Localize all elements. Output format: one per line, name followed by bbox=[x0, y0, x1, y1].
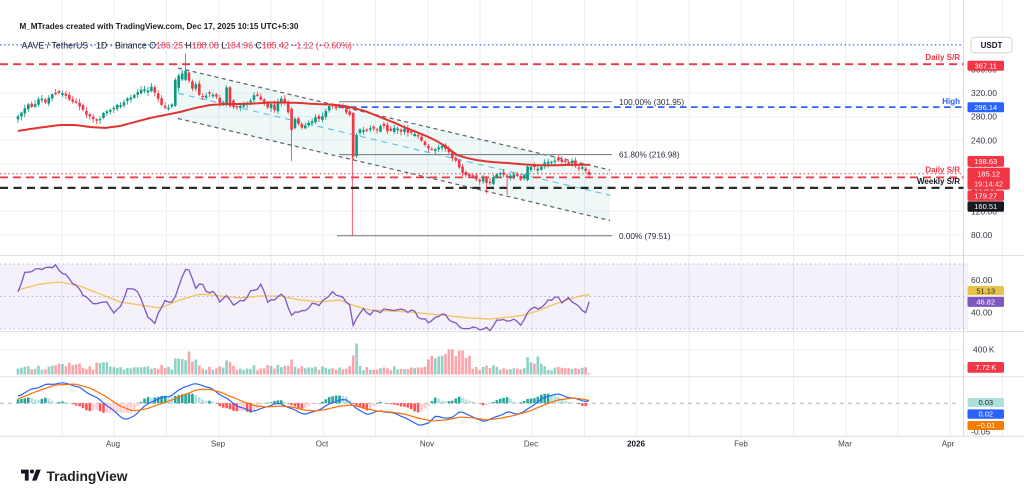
svg-text:296.14: 296.14 bbox=[974, 103, 997, 112]
svg-text:Mar: Mar bbox=[838, 440, 852, 449]
svg-text:240.00: 240.00 bbox=[971, 135, 997, 145]
svg-text:Oct: Oct bbox=[316, 440, 329, 449]
svg-text:40.00: 40.00 bbox=[971, 308, 993, 318]
svg-text:High: High bbox=[942, 97, 960, 106]
svg-text:60.00: 60.00 bbox=[971, 275, 993, 285]
svg-text:−0.01: −0.01 bbox=[976, 421, 995, 430]
svg-text:179.27: 179.27 bbox=[974, 191, 997, 200]
svg-text:-0.05: -0.05 bbox=[971, 426, 991, 436]
svg-text:100.00% (301.95): 100.00% (301.95) bbox=[619, 98, 684, 107]
svg-text:2026: 2026 bbox=[627, 440, 645, 449]
svg-text:Dec: Dec bbox=[524, 440, 538, 449]
svg-text:19:14:42: 19:14:42 bbox=[974, 179, 1003, 188]
svg-text:TradingView: TradingView bbox=[47, 469, 128, 484]
svg-text:0.00% (79.51): 0.00% (79.51) bbox=[619, 232, 671, 241]
svg-text:7.72 K: 7.72 K bbox=[975, 363, 996, 372]
svg-text:USDT: USDT bbox=[981, 41, 1003, 50]
svg-text:80.00: 80.00 bbox=[971, 230, 993, 240]
svg-text:367.11: 367.11 bbox=[975, 61, 997, 70]
svg-text:160.51: 160.51 bbox=[974, 202, 997, 211]
svg-text:280.00: 280.00 bbox=[971, 112, 997, 122]
svg-text:0.03: 0.03 bbox=[978, 398, 993, 407]
svg-text:Weekly S/R: Weekly S/R bbox=[917, 177, 960, 186]
svg-text:AAVE / TetherUS · 1D · Binance: AAVE / TetherUS · 1D · Binance O186.25 H… bbox=[22, 41, 352, 51]
svg-text:51.13: 51.13 bbox=[976, 286, 995, 295]
svg-text:400 K: 400 K bbox=[973, 345, 995, 355]
svg-text:185.12: 185.12 bbox=[977, 170, 1000, 179]
svg-text:61.80% (216.98): 61.80% (216.98) bbox=[619, 151, 680, 160]
svg-text:M_MTrades created with Trading: M_MTrades created with TradingView.com, … bbox=[20, 22, 299, 31]
svg-text:0.02: 0.02 bbox=[978, 410, 993, 419]
svg-text:Daily S/R: Daily S/R bbox=[925, 165, 960, 174]
svg-text:Aug: Aug bbox=[106, 440, 120, 449]
svg-text:Nov: Nov bbox=[420, 440, 434, 449]
svg-text:Feb: Feb bbox=[734, 440, 748, 449]
svg-text:320.00: 320.00 bbox=[971, 88, 997, 98]
svg-text:Daily S/R: Daily S/R bbox=[925, 53, 960, 62]
svg-text:46.82: 46.82 bbox=[976, 297, 995, 306]
svg-text:198.63: 198.63 bbox=[974, 157, 997, 166]
svg-text:Sep: Sep bbox=[211, 440, 226, 449]
svg-text:Apr: Apr bbox=[942, 440, 955, 449]
